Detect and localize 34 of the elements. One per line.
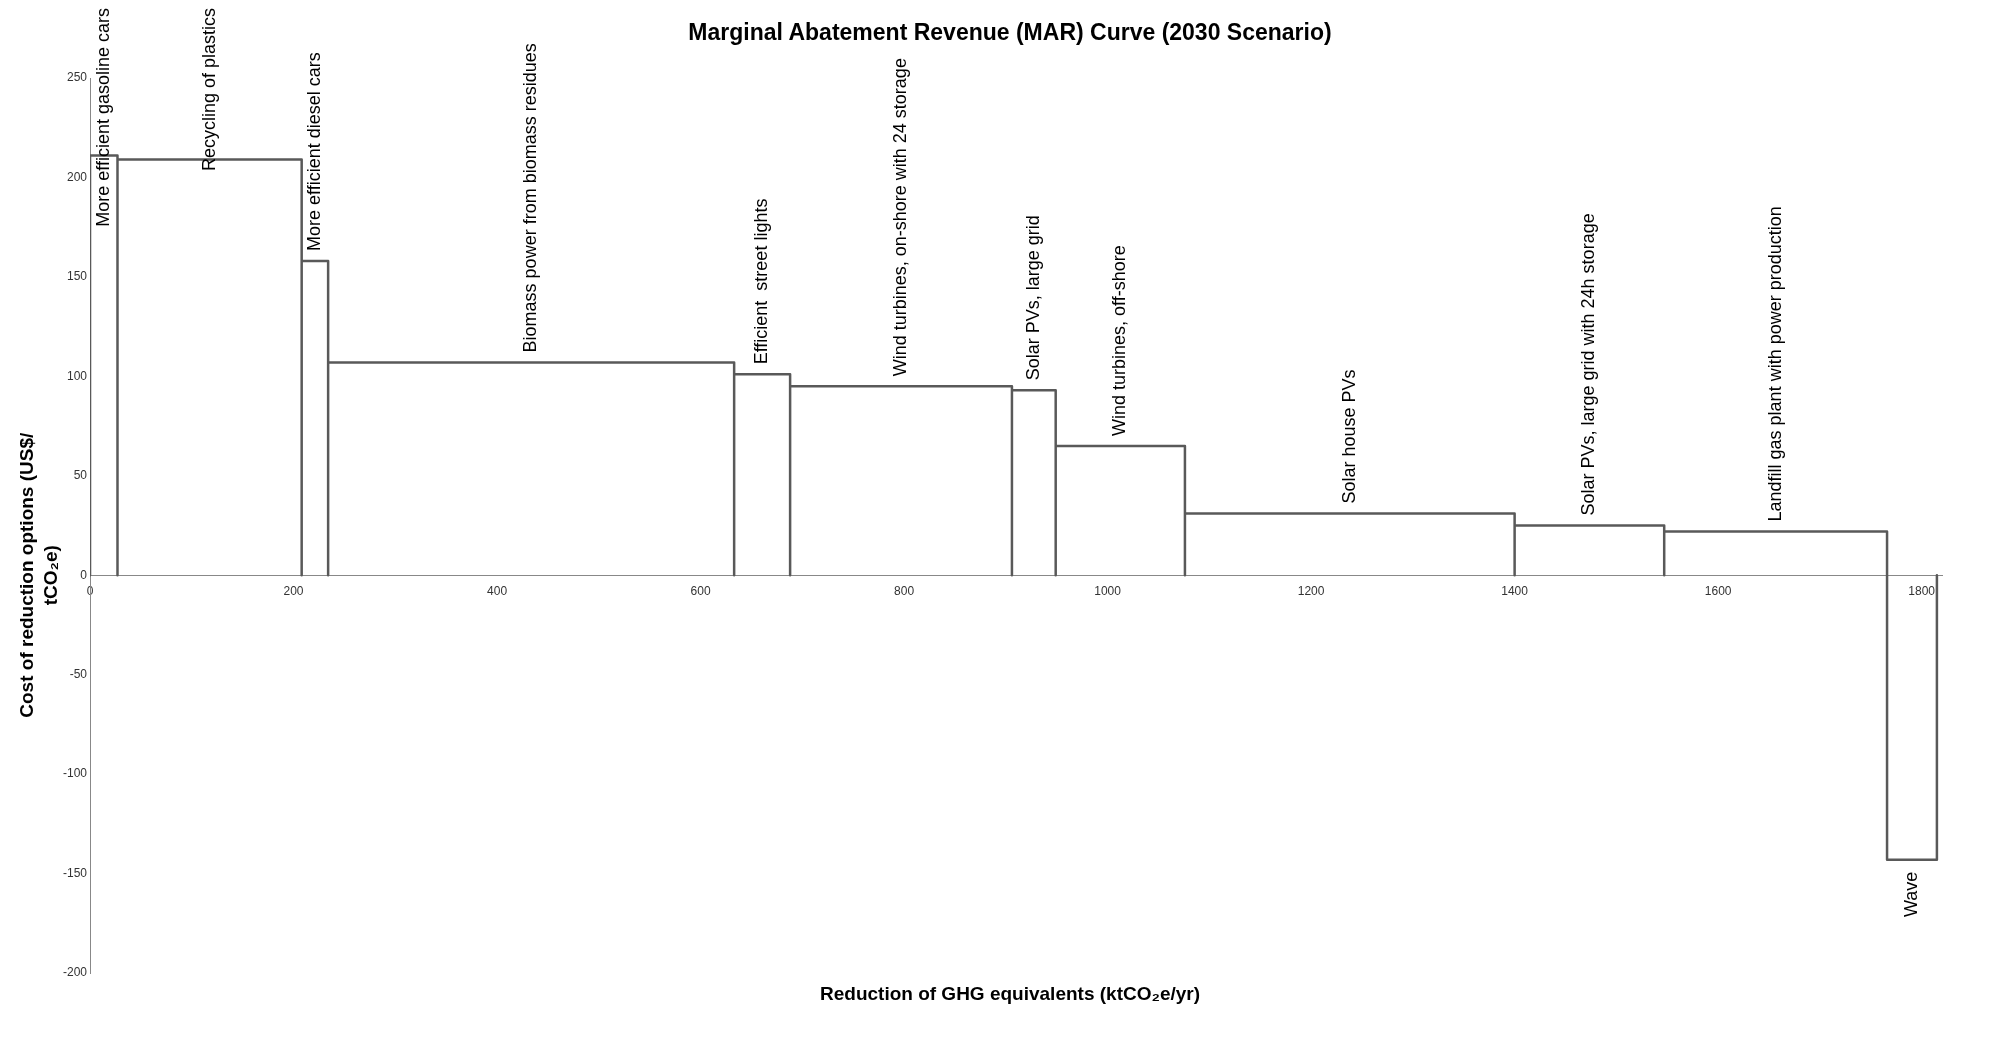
annotation: Solar PVs, large grid xyxy=(1022,215,1043,381)
y-tick-label: -50 xyxy=(69,666,88,681)
y-tick-label: -200 xyxy=(62,965,88,980)
x-tick-label: 600 xyxy=(690,583,711,598)
annotation: Efficient street lights xyxy=(751,198,772,365)
x-tick-label: 200 xyxy=(283,583,304,598)
annotation: Wave xyxy=(1900,871,1921,917)
x-tick-label: 1400 xyxy=(1501,583,1529,598)
y-tick-label: 50 xyxy=(73,468,88,483)
x-tick-label: 1600 xyxy=(1704,583,1732,598)
y-tick-label: 250 xyxy=(66,70,88,85)
y-axis-title: Cost of reduction options (US$/ tCO₂e) xyxy=(16,432,62,718)
x-tick-label: 1200 xyxy=(1297,583,1325,598)
y-tick-label: 150 xyxy=(66,269,88,284)
x-tick-label: 400 xyxy=(487,583,508,598)
annotation: Wind turbines, off-shore xyxy=(1109,245,1130,436)
x-tick-label: 1000 xyxy=(1094,583,1122,598)
y-tick-label: 0 xyxy=(80,567,88,582)
y-tick-label: -100 xyxy=(62,766,88,781)
x-axis-title: Reduction of GHG equivalents (ktCO₂e/yr) xyxy=(819,983,1201,1005)
annotation: Landfill gas plant with power production xyxy=(1764,206,1785,522)
annotation: Biomass power from biomass residues xyxy=(520,43,541,353)
chart-title: Marginal Abatement Revenue (MAR) Curve (2030 Scenario) xyxy=(688,19,1332,46)
y-tick-label: -150 xyxy=(62,865,88,880)
annotation: Solar house PVs xyxy=(1338,369,1359,504)
annotation: Recycling of plastics xyxy=(198,7,219,172)
annotation: More efficient gasoline cars xyxy=(92,8,113,227)
annotation: Solar PVs, large grid with 24h storage xyxy=(1578,213,1599,516)
x-tick-label: 800 xyxy=(894,583,915,598)
y-tick-label: 100 xyxy=(66,368,88,383)
annotation: Wind turbines, on-shore with 24 storage xyxy=(889,58,910,377)
y-tick-label: 200 xyxy=(66,169,88,184)
annotation: More efficient diesel cars xyxy=(303,52,324,251)
x-tick-label: 1800 xyxy=(1908,583,1936,598)
